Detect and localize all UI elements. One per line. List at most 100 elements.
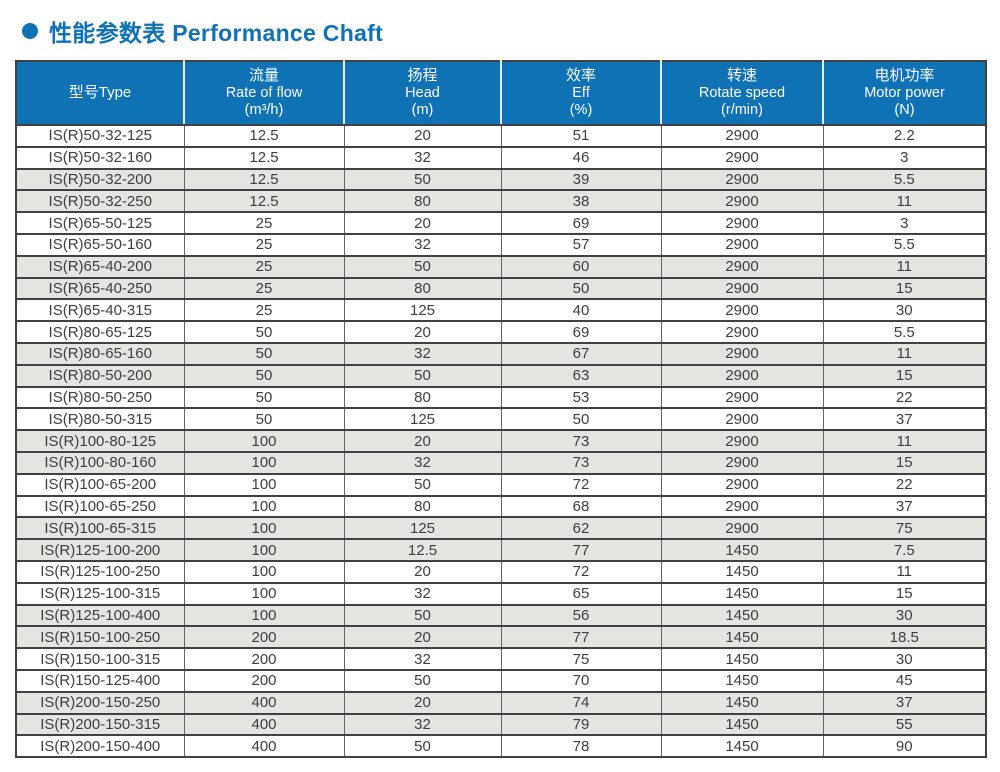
value-cell: 37 [822,691,987,715]
value-cell: 72 [500,560,662,584]
value-cell: 2900 [660,495,824,519]
value-cell: 25 [183,233,345,257]
value-cell: 12.5 [183,168,345,192]
model-cell: IS(R)100-80-125 [15,430,185,453]
column-header-speed-en: Rotate speed [698,84,786,101]
model-cell: IS(R)125-100-250 [15,560,185,584]
value-cell: 79 [500,713,662,737]
value-cell: 63 [500,364,662,388]
column-header-power-cn: 电机功率 [874,67,935,85]
model-cell: IS(R)150-100-315 [15,648,185,671]
table-row: IS(R)100-65-250 100 80 68 2900 37 [15,495,987,519]
table-row: IS(R)80-65-125 50 20 69 2900 5.5 [15,321,987,344]
column-header-eff-cn: 效率 [565,67,596,85]
value-cell: 100 [183,451,345,475]
header-row: 型号Type 流量 Rate of flow (m³/h) 扬程 Head (m… [15,61,986,126]
value-cell: 72 [500,473,662,497]
table-row: IS(R)200-150-250 400 20 74 1450 37 [15,691,987,715]
table-row: IS(R)50-32-250 12.5 80 38 2900 11 [15,190,987,214]
value-cell: 2900 [660,408,824,432]
page-title: 性能参数表 Performance Chaft [49,14,383,48]
value-cell: 5.5 [822,321,987,344]
value-cell: 50 [183,408,345,432]
table-row: IS(R)150-125-400 200 50 70 1450 45 [15,669,987,693]
model-cell: IS(R)125-100-200 [15,539,185,562]
value-cell: 3 [822,212,987,235]
model-cell: IS(R)150-125-400 [15,669,185,693]
value-cell: 125 [343,408,502,432]
value-cell: 11 [822,560,987,584]
bullet-icon [22,23,38,39]
column-header-power: 电机功率 Motor power (N) [822,61,986,126]
value-cell: 100 [183,560,345,584]
value-cell: 11 [822,190,987,214]
value-cell: 75 [500,648,662,671]
value-cell: 1450 [660,582,824,606]
value-cell: 90 [822,735,987,759]
value-cell: 65 [500,582,662,606]
table-row: IS(R)50-32-125 12.5 20 51 2900 2.2 [15,125,987,148]
value-cell: 50 [183,386,345,410]
value-cell: 73 [500,451,662,475]
value-cell: 32 [343,648,502,671]
table-row: IS(R)125-100-250 100 20 72 1450 11 [15,560,987,584]
model-cell: IS(R)80-50-200 [15,364,185,388]
value-cell: 32 [343,146,502,170]
value-cell: 50 [183,342,345,366]
value-cell: 1450 [660,713,824,737]
column-header-eff: 效率 Eff (%) [500,61,661,126]
value-cell: 1450 [660,648,824,671]
value-cell: 50 [343,473,502,497]
table-row: IS(R)65-40-200 25 50 60 2900 11 [15,255,987,279]
value-cell: 40 [500,299,662,323]
value-cell: 20 [343,430,502,453]
value-cell: 20 [343,125,502,148]
value-cell: 1450 [660,604,824,628]
value-cell: 100 [183,430,345,453]
model-cell: IS(R)200-150-250 [15,691,185,715]
table-row: IS(R)80-50-200 50 50 63 2900 15 [15,364,987,388]
value-cell: 32 [343,713,502,737]
table-row: IS(R)150-100-315 200 32 75 1450 30 [15,648,987,671]
value-cell: 5.5 [822,233,987,257]
column-header-eff-en: Eff [572,84,590,101]
column-header-flow-en: Rate of flow [225,84,303,101]
value-cell: 125 [343,517,502,541]
value-cell: 22 [822,386,987,410]
value-cell: 50 [343,669,502,693]
value-cell: 80 [343,495,502,519]
column-header-power-unit: (N) [894,101,915,118]
value-cell: 60 [500,255,662,279]
value-cell: 12.5 [183,190,345,214]
value-cell: 400 [183,713,345,737]
value-cell: 69 [500,212,662,235]
value-cell: 2900 [660,321,824,344]
model-cell: IS(R)100-80-160 [15,451,185,475]
page-title-cn: 性能参数表 [49,20,166,46]
table-row: IS(R)65-40-250 25 80 50 2900 15 [15,277,987,301]
value-cell: 2900 [660,190,824,214]
value-cell: 74 [500,691,662,715]
value-cell: 2.2 [822,125,987,148]
value-cell: 400 [183,735,345,759]
model-cell: IS(R)100-65-200 [15,473,185,497]
value-cell: 20 [343,691,502,715]
model-cell: IS(R)80-50-250 [15,386,185,410]
value-cell: 100 [183,517,345,541]
value-cell: 2900 [660,517,824,541]
value-cell: 39 [500,168,662,192]
table-row: IS(R)65-40-315 25 125 40 2900 30 [15,299,987,323]
value-cell: 2900 [660,233,824,257]
value-cell: 50 [343,255,502,279]
table-row: IS(R)50-32-200 12.5 50 39 2900 5.5 [15,168,987,192]
column-header-flow-cn: 流量 [248,67,279,85]
table-row: IS(R)100-65-315 100 125 62 2900 75 [15,517,987,541]
table-row: IS(R)200-150-400 400 50 78 1450 90 [15,735,987,759]
value-cell: 15 [822,582,987,606]
value-cell: 12.5 [183,146,345,170]
value-cell: 50 [183,364,345,388]
value-cell: 11 [822,255,987,279]
value-cell: 32 [343,233,502,257]
value-cell: 2900 [660,364,824,388]
model-cell: IS(R)125-100-400 [15,604,185,628]
